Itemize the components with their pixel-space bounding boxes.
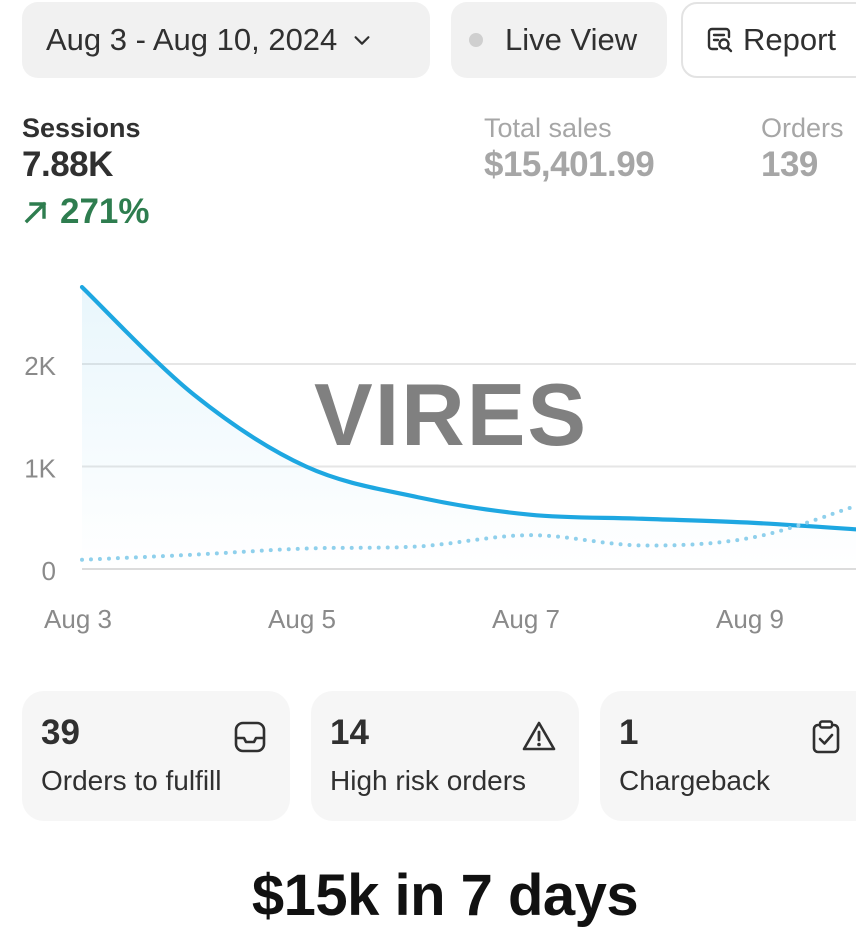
card-count: 1 — [619, 713, 639, 752]
sessions-value: 7.88K — [22, 145, 113, 184]
sessions-chart: 0 1K 2K Aug 3 Aug 5 Aug 7 Aug 9 — [24, 285, 856, 634]
card-label: Orders to fulfill — [41, 765, 222, 796]
x-tick-label: Aug 3 — [44, 604, 112, 634]
card-count: 14 — [330, 713, 369, 752]
series-line-sessions — [79, 285, 856, 532]
card-label: Chargeback — [619, 765, 770, 796]
total-sales-metric[interactable]: Total sales $15,401.99 — [484, 112, 655, 186]
orders-metric[interactable]: Orders 139 — [761, 112, 844, 186]
high-risk-orders-card[interactable]: 14 High risk orders — [311, 691, 579, 821]
total-sales-label: Total sales — [484, 113, 612, 143]
card-label: High risk orders — [330, 765, 527, 796]
x-tick-label: Aug 5 — [268, 604, 336, 634]
report-button[interactable]: Report — [681, 2, 856, 78]
sessions-metric[interactable]: Sessions 7.88K — [22, 112, 141, 186]
date-range-picker[interactable]: Aug 3 - Aug 10, 2024 — [22, 2, 430, 78]
live-status-dot-icon — [469, 33, 483, 47]
series-area — [82, 287, 856, 569]
report-label: Report — [743, 22, 837, 57]
inbox-icon — [234, 721, 266, 753]
chargeback-card[interactable]: 1 Chargeback — [600, 691, 856, 821]
alert-triangle-icon — [522, 721, 556, 751]
chevron-down-icon — [354, 36, 370, 45]
live-view-label: Live View — [505, 22, 638, 57]
report-search-icon — [707, 27, 733, 53]
total-sales-value: $15,401.99 — [484, 145, 655, 184]
series-line-comparison — [80, 503, 856, 562]
clipboard-check-icon — [812, 720, 840, 754]
sessions-label: Sessions — [22, 113, 141, 143]
card-count: 39 — [41, 713, 80, 752]
sessions-change: 271% — [22, 192, 150, 232]
y-tick-label: 1K — [24, 454, 56, 484]
arrow-up-right-icon — [24, 201, 47, 224]
orders-value: 139 — [761, 145, 818, 184]
watermark-text: VIRES — [314, 365, 589, 464]
y-tick-label: 2K — [24, 351, 56, 381]
x-tick-label: Aug 7 — [492, 604, 560, 634]
sessions-change-value: 271% — [60, 192, 150, 231]
live-view-button[interactable]: Live View — [451, 2, 667, 78]
orders-to-fulfill-card[interactable]: 39 Orders to fulfill — [22, 691, 290, 821]
orders-label: Orders — [761, 113, 844, 143]
caption-text: $15k in 7 days — [251, 863, 639, 928]
date-range-label: Aug 3 - Aug 10, 2024 — [46, 22, 338, 57]
x-tick-label: Aug 9 — [716, 604, 784, 634]
y-tick-label: 0 — [42, 556, 56, 586]
